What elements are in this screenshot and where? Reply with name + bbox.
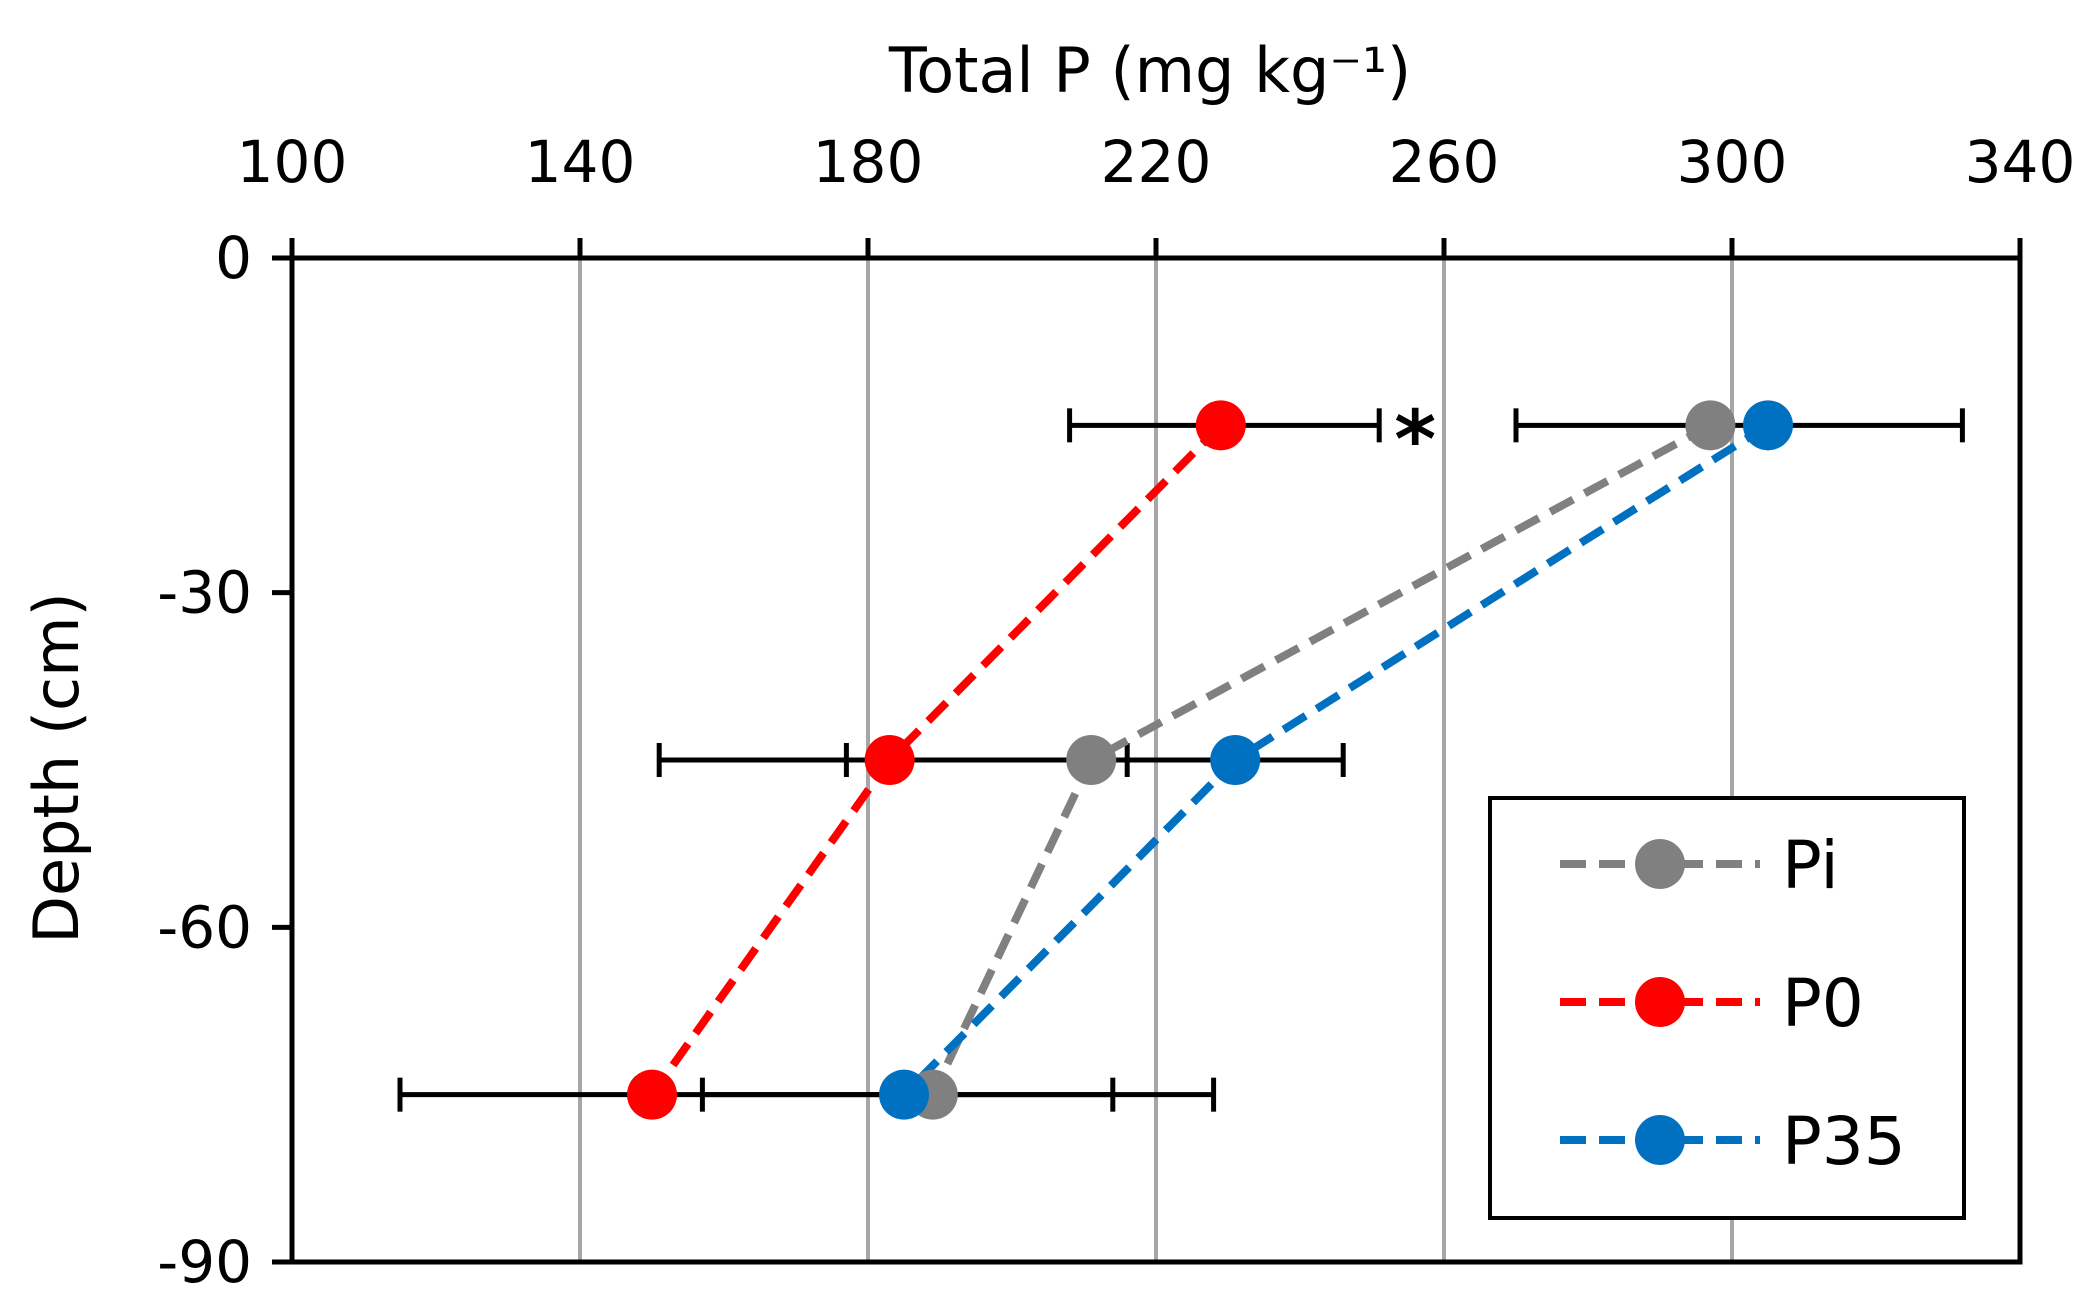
errorbar-P35--75 <box>699 1077 1217 1112</box>
marker-Pi--45 <box>1066 735 1117 785</box>
marker-P35--75 <box>879 1069 929 1120</box>
legend-item-Pi: Pi <box>1560 827 1839 904</box>
legend-marker-P35 <box>1635 1115 1685 1165</box>
marker-P35--45 <box>1210 735 1261 785</box>
legend-label-P35: P35 <box>1782 1103 1906 1180</box>
significance-asterisk-0: * <box>1394 393 1436 486</box>
y-tick-label--30: -30 <box>157 559 252 627</box>
legend-item-P35: P35 <box>1560 1103 1906 1180</box>
y-tick-label-0: 0 <box>215 224 252 292</box>
annotations: * <box>1394 393 1436 486</box>
x-tick-label-140: 140 <box>525 128 636 196</box>
legend: Pi P0 P35 <box>1488 796 1966 1220</box>
marker-P0--75 <box>627 1069 677 1120</box>
y-axis-title: Depth (cm) <box>20 592 93 943</box>
y-tick-label--60: -60 <box>157 893 252 961</box>
legend-item-P0: P0 <box>1560 965 1864 1042</box>
marker-P0--15 <box>1195 400 1246 451</box>
y-tick-label--90: -90 <box>157 1228 252 1296</box>
x-tick-label-220: 220 <box>1101 128 1212 196</box>
x-tick-label-100: 100 <box>237 128 348 196</box>
x-tick-label-300: 300 <box>1677 128 1788 196</box>
axes: 100 140 180 220 260 300 340 0 -30 -60 -90 <box>157 128 2075 1296</box>
marker-Pi--15 <box>1685 400 1736 451</box>
legend-label-P0: P0 <box>1782 965 1864 1042</box>
marker-P0--45 <box>864 735 915 785</box>
legend-marker-P0 <box>1635 977 1685 1027</box>
x-tick-label-180: 180 <box>813 128 924 196</box>
legend-label-Pi: Pi <box>1782 827 1839 904</box>
series-layer <box>627 400 1793 1120</box>
legend-marker-Pi <box>1635 839 1685 889</box>
x-tick-label-260: 260 <box>1389 128 1500 196</box>
errorbar-P35--15 <box>1513 408 1965 443</box>
x-axis-title: Total P (mg kg⁻¹) <box>888 34 1411 107</box>
x-tick-label-340: 340 <box>1965 128 2076 196</box>
marker-P35--15 <box>1743 400 1793 451</box>
